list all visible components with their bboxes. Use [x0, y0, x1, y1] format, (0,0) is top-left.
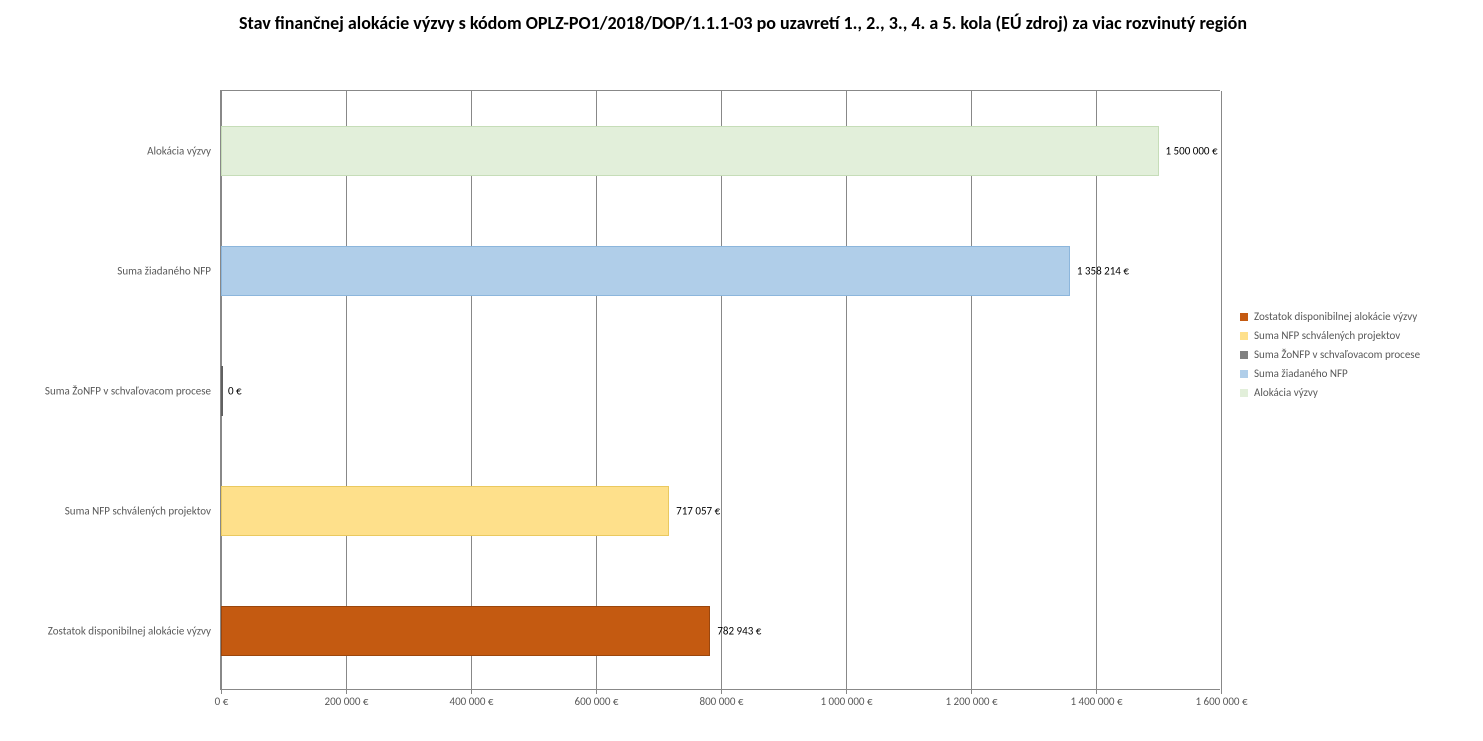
x-tick-label: 800 000 €: [700, 695, 744, 708]
legend-label: Suma žiadaného NFP: [1254, 367, 1348, 380]
data-label: 1 358 214 €: [1077, 264, 1129, 277]
category-label: Suma ŽoNFP v schvaľovacom procese: [45, 385, 221, 398]
x-tick-label: 600 000 €: [575, 695, 619, 708]
data-label: 782 943 €: [717, 624, 761, 637]
x-tick-label: 1 400 000 €: [1070, 695, 1122, 708]
bar: 1 500 000 €: [221, 126, 1159, 176]
legend-swatch: [1240, 370, 1248, 378]
legend-item: Zostatok disponibilnej alokácie výzvy: [1240, 310, 1420, 323]
x-tick-label: 400 000 €: [450, 695, 494, 708]
x-tick: 1 400 000 €: [1096, 689, 1097, 694]
legend-item: Suma ŽoNFP v schvaľovacom procese: [1240, 348, 1420, 361]
x-tick-label: 200 000 €: [325, 695, 369, 708]
legend-swatch: [1240, 389, 1248, 397]
x-tick: 800 000 €: [721, 689, 722, 694]
bar: 717 057 €: [221, 486, 669, 536]
x-tick: 1 600 000 €: [1221, 689, 1222, 694]
legend-swatch: [1240, 332, 1248, 340]
gridline: [1221, 91, 1222, 689]
chart-title: Stav finančnej alokácie výzvy s kódom OP…: [143, 12, 1343, 34]
x-tick: 600 000 €: [596, 689, 597, 694]
x-tick-label: 1 600 000 €: [1195, 695, 1247, 708]
bar-row: Suma ŽoNFP v schvaľovacom procese 0 €: [221, 331, 1220, 451]
x-tick: 1 200 000 €: [971, 689, 972, 694]
x-tick: 0 €: [221, 689, 222, 694]
bar: 782 943 €: [221, 606, 710, 656]
legend-swatch: [1240, 351, 1248, 359]
legend-item: Suma žiadaného NFP: [1240, 367, 1420, 380]
legend-item: Alokácia výzvy: [1240, 386, 1420, 399]
legend-label: Alokácia výzvy: [1254, 386, 1318, 399]
plot-area: Alokácia výzvy 1 500 000 € Suma žiadanéh…: [220, 90, 1220, 690]
legend-label: Zostatok disponibilnej alokácie výzvy: [1254, 310, 1417, 323]
legend-item: Suma NFP schválených projektov: [1240, 329, 1420, 342]
data-label: 1 500 000 €: [1166, 144, 1218, 157]
x-tick: 200 000 €: [346, 689, 347, 694]
category-label: Suma NFP schválených projektov: [65, 505, 221, 518]
bar-row: Suma NFP schválených projektov 717 057 €: [221, 451, 1220, 571]
bar: 0 €: [221, 366, 223, 416]
x-tick-label: 1 000 000 €: [820, 695, 872, 708]
bar-row: Zostatok disponibilnej alokácie výzvy 78…: [221, 571, 1220, 691]
data-label: 717 057 €: [676, 504, 720, 517]
data-label: 0 €: [228, 384, 242, 397]
category-label: Suma žiadaného NFP: [117, 265, 221, 278]
legend: Zostatok disponibilnej alokácie výzvy Su…: [1240, 310, 1420, 405]
category-label: Alokácia výzvy: [147, 145, 221, 158]
bar-row: Suma žiadaného NFP 1 358 214 €: [221, 211, 1220, 331]
bar-row: Alokácia výzvy 1 500 000 €: [221, 91, 1220, 211]
x-tick: 1 000 000 €: [846, 689, 847, 694]
x-tick: 400 000 €: [471, 689, 472, 694]
x-tick-label: 0 €: [215, 695, 229, 708]
x-tick-label: 1 200 000 €: [945, 695, 997, 708]
legend-swatch: [1240, 313, 1248, 321]
bar: 1 358 214 €: [221, 246, 1070, 296]
category-label: Zostatok disponibilnej alokácie výzvy: [48, 625, 221, 638]
legend-label: Suma NFP schválených projektov: [1254, 329, 1400, 342]
legend-label: Suma ŽoNFP v schvaľovacom procese: [1254, 348, 1420, 361]
